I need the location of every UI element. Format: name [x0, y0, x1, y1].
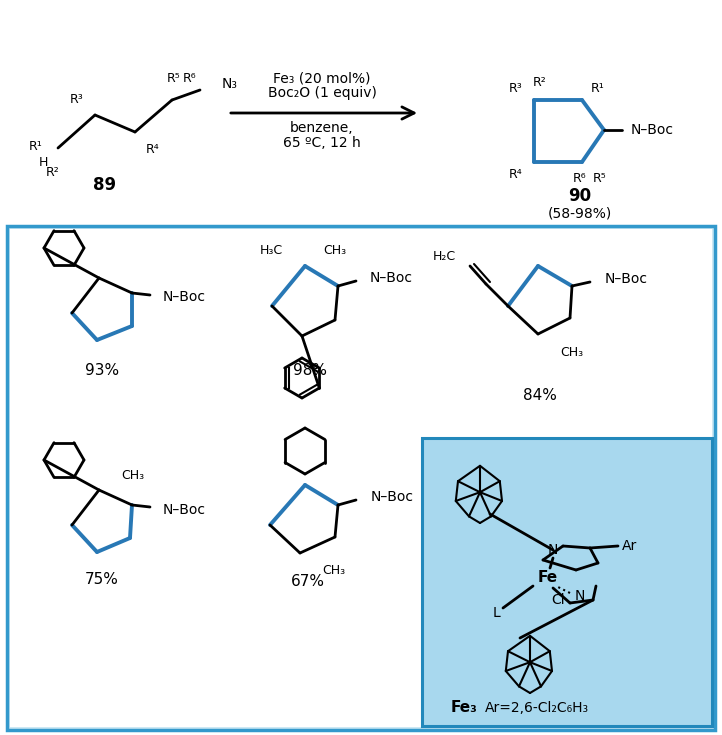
Text: Fe₃ (20 mol%): Fe₃ (20 mol%): [273, 71, 371, 85]
Text: N–Boc: N–Boc: [162, 503, 206, 517]
Text: benzene,: benzene,: [290, 121, 354, 135]
Bar: [422, 438, 712, 726]
Text: Ar: Ar: [622, 539, 638, 553]
Text: L: L: [492, 606, 500, 620]
Text: N–Boc: N–Boc: [370, 490, 414, 504]
Text: R²: R²: [46, 165, 60, 179]
Text: 93%: 93%: [85, 362, 119, 378]
Text: Boc₂O (1 equiv): Boc₂O (1 equiv): [268, 86, 376, 100]
Text: R⁶: R⁶: [183, 71, 197, 85]
Text: N–Boc: N–Boc: [604, 272, 648, 286]
Text: N: N: [575, 589, 586, 603]
Text: CH₃: CH₃: [560, 345, 583, 359]
Bar: [0, 0, 722, 228]
Text: 84%: 84%: [523, 387, 557, 403]
Text: CH₃: CH₃: [322, 564, 345, 578]
Text: Fe: Fe: [538, 570, 558, 586]
Text: 90: 90: [568, 187, 591, 205]
Text: R⁵: R⁵: [593, 171, 607, 184]
Text: 75%: 75%: [85, 573, 119, 587]
Text: CH₃: CH₃: [323, 243, 346, 257]
Text: N: N: [548, 543, 558, 557]
Text: 67%: 67%: [291, 575, 325, 589]
Text: R³: R³: [70, 93, 84, 106]
Text: H: H: [38, 156, 48, 168]
Bar: [10, 229, 712, 727]
Bar: [7, 226, 715, 730]
Text: R²: R²: [533, 76, 547, 88]
Text: H₂C: H₂C: [433, 249, 456, 262]
Text: R⁴: R⁴: [509, 168, 523, 181]
Text: N–Boc: N–Boc: [162, 290, 206, 304]
Text: Ar=2,6-Cl₂C₆H₃: Ar=2,6-Cl₂C₆H₃: [485, 701, 589, 715]
Text: R¹: R¹: [29, 140, 43, 152]
Text: N₃: N₃: [222, 77, 238, 91]
Text: R⁵: R⁵: [167, 71, 181, 85]
Text: N–Boc: N–Boc: [630, 123, 674, 137]
Text: 98%: 98%: [293, 362, 327, 378]
Text: 65 ºC, 12 h: 65 ºC, 12 h: [283, 136, 361, 150]
Text: H₃C: H₃C: [260, 243, 283, 257]
Text: R³: R³: [509, 82, 523, 95]
Text: R¹: R¹: [591, 82, 605, 95]
Text: N–Boc: N–Boc: [370, 271, 412, 285]
Text: R⁶: R⁶: [573, 171, 587, 184]
Text: (58-98%): (58-98%): [548, 206, 612, 220]
Text: CH₃: CH₃: [121, 468, 144, 481]
Text: Cl: Cl: [551, 593, 565, 607]
Text: 89: 89: [93, 176, 116, 194]
Text: R⁴: R⁴: [146, 143, 160, 156]
Text: Fe₃: Fe₃: [451, 700, 477, 715]
